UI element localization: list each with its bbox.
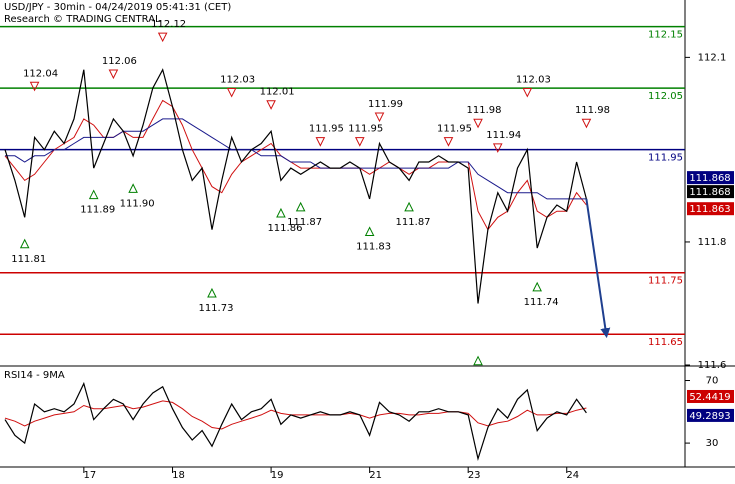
level-label: 112.05 xyxy=(648,91,683,102)
last-value-label: 111.868 xyxy=(689,187,730,198)
high-marker xyxy=(29,81,40,92)
high-label: 111.98 xyxy=(575,105,610,116)
rsi-title: RSI14 - 9MA xyxy=(4,370,65,381)
high-marker xyxy=(354,137,365,147)
high-marker xyxy=(522,87,533,98)
last-value-box xyxy=(687,408,734,422)
x-tick-label: 24 xyxy=(566,470,579,480)
chart-title: USD/JPY - 30min - 04/24/2019 05:41:31 (C… xyxy=(4,2,231,13)
series-line xyxy=(585,198,611,339)
high-label: 112.04 xyxy=(23,68,58,79)
low-label: 111.83 xyxy=(356,241,391,252)
low-label: 111.73 xyxy=(198,303,233,314)
high-label: 111.95 xyxy=(348,124,383,135)
level-label: 112.15 xyxy=(648,30,683,41)
level-label: 111.65 xyxy=(648,337,683,348)
low-marker xyxy=(19,238,30,249)
low-marker xyxy=(128,183,138,193)
high-marker xyxy=(266,100,276,110)
high-marker xyxy=(374,112,385,123)
low-marker xyxy=(295,201,306,212)
high-marker xyxy=(108,69,119,80)
low-label: 111.89 xyxy=(80,205,115,216)
low-marker xyxy=(532,281,542,292)
high-marker xyxy=(581,118,592,129)
x-tick-label: 17 xyxy=(83,470,96,480)
last-value-label: 111.863 xyxy=(689,204,730,215)
high-label: 112.03 xyxy=(516,74,551,85)
last-value-label: 49.2893 xyxy=(689,411,730,422)
series-line xyxy=(5,118,587,200)
high-label: 111.94 xyxy=(486,130,521,141)
high-label: 111.98 xyxy=(467,105,502,116)
high-marker xyxy=(226,87,237,98)
low-label: 111.87 xyxy=(396,217,431,228)
low-marker xyxy=(276,207,286,218)
high-label: 112.01 xyxy=(260,87,295,98)
series-line xyxy=(4,381,587,461)
high-label: 111.95 xyxy=(309,124,344,135)
x-tick-label: 23 xyxy=(468,470,481,480)
x-tick-label: 18 xyxy=(172,470,185,480)
low-label: 111.74 xyxy=(524,297,559,308)
y-tick-label: 111.8 xyxy=(698,237,727,248)
high-label: 111.99 xyxy=(368,99,403,110)
low-marker xyxy=(404,201,414,212)
last-value-box xyxy=(687,171,734,185)
low-label: 111.86 xyxy=(267,223,302,234)
last-value-label: 52.4419 xyxy=(689,392,730,403)
high-label: 111.95 xyxy=(437,124,472,135)
high-label: 112.12 xyxy=(151,19,186,30)
high-marker xyxy=(492,143,503,153)
last-value-box xyxy=(687,202,734,216)
low-label: 111.90 xyxy=(120,198,155,209)
y-tick-label: 70 xyxy=(706,376,719,387)
low-marker xyxy=(364,226,375,236)
low-marker xyxy=(207,287,217,298)
last-value-box xyxy=(687,185,734,199)
y-tick-label: 30 xyxy=(706,438,719,449)
high-marker xyxy=(315,137,326,147)
y-tick-label: 112.1 xyxy=(698,52,727,63)
last-value-label: 111.868 xyxy=(689,173,730,184)
series-line xyxy=(4,99,587,231)
chart-subtitle: Research © TRADING CENTRAL xyxy=(4,14,161,25)
x-tick-label: 19 xyxy=(271,470,284,480)
series-line xyxy=(4,68,587,304)
last-value-box xyxy=(687,389,734,403)
high-marker xyxy=(473,118,483,129)
y-tick-label: 111.6 xyxy=(698,360,727,371)
high-marker xyxy=(443,137,454,147)
low-label: 111.87 xyxy=(287,217,322,228)
high-label: 112.06 xyxy=(102,56,137,67)
level-label: 111.95 xyxy=(648,153,683,164)
high-marker xyxy=(157,32,168,43)
low-marker xyxy=(473,355,483,366)
x-tick-label: 21 xyxy=(369,470,382,480)
low-label: 111.81 xyxy=(11,254,46,265)
level-label: 111.75 xyxy=(648,276,683,287)
low-marker xyxy=(88,189,99,200)
high-label: 112.03 xyxy=(220,74,255,85)
